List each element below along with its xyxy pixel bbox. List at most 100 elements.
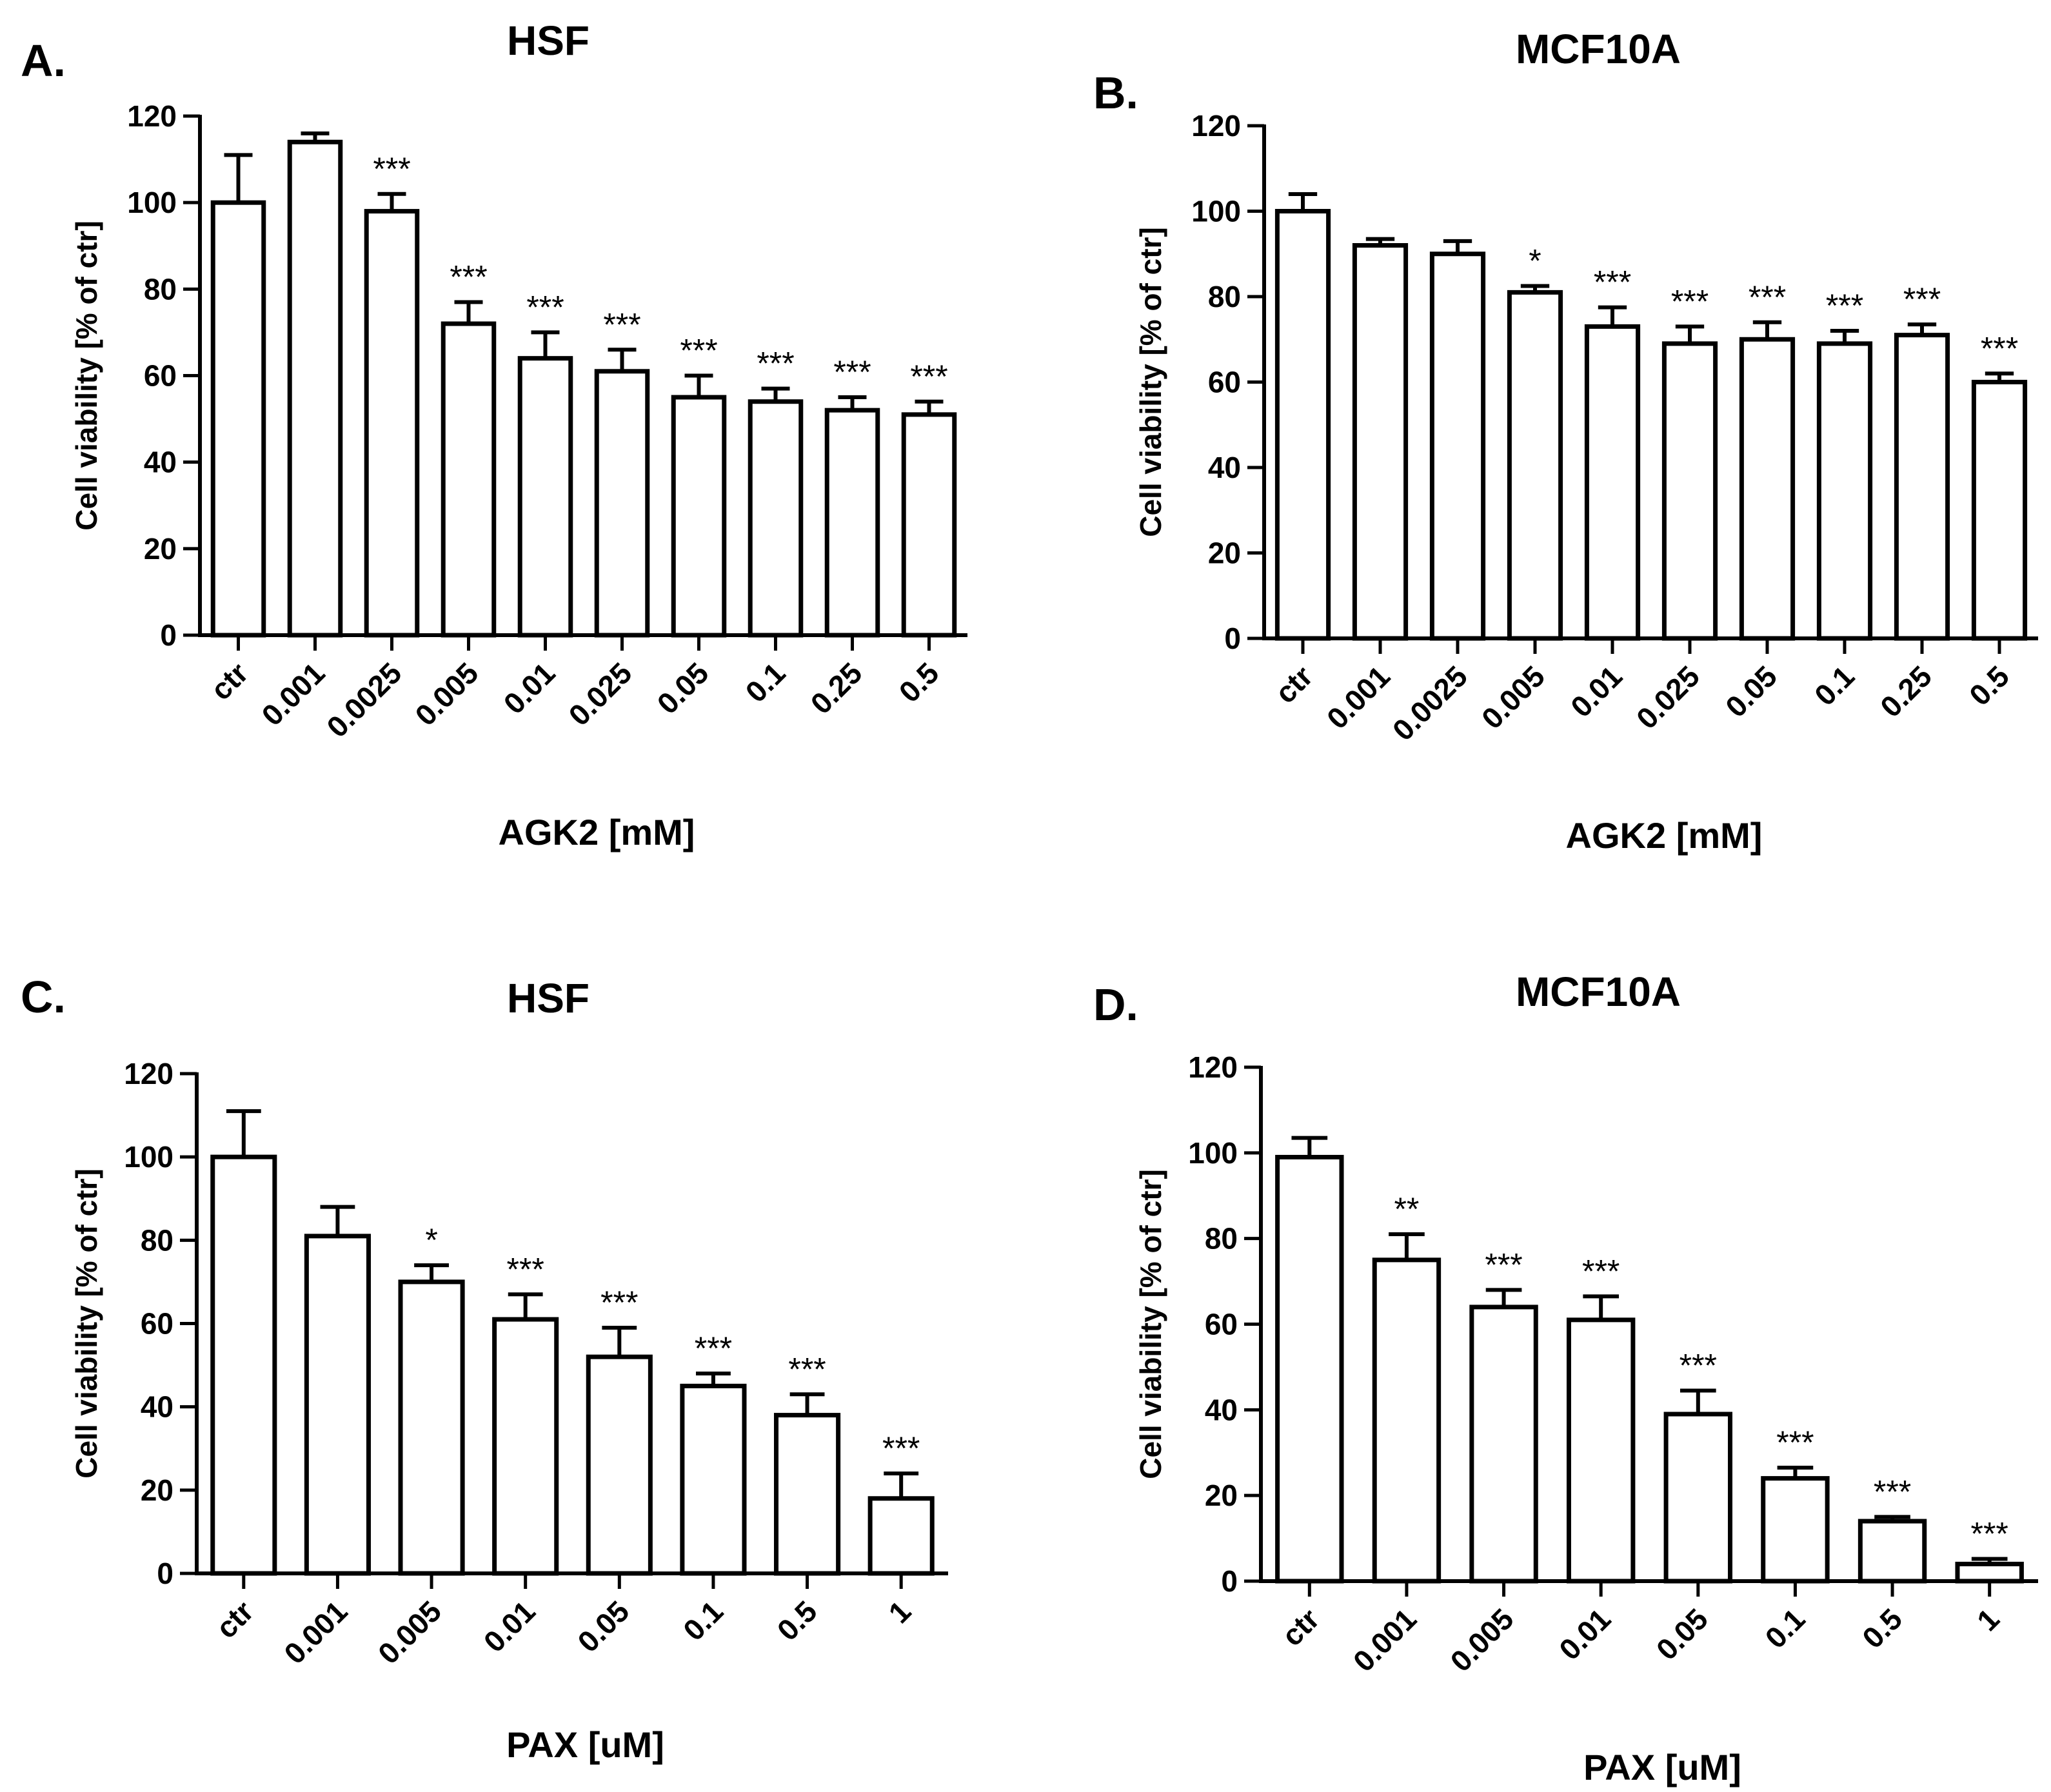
bar (287, 139, 343, 638)
bar (1429, 251, 1486, 641)
chart-title: MCF10A (1516, 26, 1681, 72)
bar (1372, 1257, 1442, 1584)
significance-label: *** (1826, 288, 1863, 324)
significance-label: ** (1394, 1191, 1419, 1227)
bar (1739, 337, 1796, 641)
y-tick-label: 100 (1188, 1136, 1238, 1170)
significance-label: *** (695, 1330, 732, 1366)
y-tick-label: 40 (141, 1390, 173, 1424)
y-tick-label: 40 (1205, 1393, 1238, 1426)
significance-label: *** (450, 259, 487, 295)
significance-label: *** (788, 1351, 826, 1387)
y-tick-label: 0 (157, 1557, 173, 1590)
bar (304, 1234, 371, 1576)
significance-label: *** (526, 289, 564, 325)
significance-label: * (1529, 242, 1541, 279)
bar (1894, 333, 1950, 641)
y-tick-label: 20 (144, 532, 177, 566)
x-axis-label: AGK2 [mM] (499, 812, 695, 852)
y-tick-label: 120 (1188, 1050, 1238, 1084)
y-tick-label: 120 (1191, 109, 1241, 143)
chart-panel-1: A. HSF 0 20 40 60 80 100 120 Cell viability [% of… (21, 17, 967, 852)
bar (1352, 243, 1409, 641)
bar (1858, 1519, 1927, 1584)
y-tick-label: 60 (1205, 1308, 1238, 1341)
y-tick-label: 80 (1208, 280, 1241, 313)
bar (517, 356, 573, 638)
bar (1274, 209, 1331, 641)
bar (398, 1279, 465, 1576)
y-tick-label: 80 (141, 1223, 173, 1257)
significance-label: * (425, 1222, 437, 1258)
bar (1661, 341, 1718, 641)
chart-title: HSF (507, 17, 590, 64)
chart-title: MCF10A (1516, 969, 1681, 1015)
significance-label: *** (373, 151, 410, 187)
y-tick-label: 60 (1208, 366, 1241, 399)
y-tick-label: 40 (1208, 451, 1241, 484)
significance-label: *** (1594, 264, 1631, 300)
significance-label: *** (1582, 1253, 1620, 1289)
bar (680, 1383, 747, 1576)
y-tick-label: 80 (1205, 1222, 1238, 1255)
bar (441, 321, 497, 638)
significance-label: *** (1981, 330, 2018, 366)
bar (1469, 1305, 1538, 1584)
bar (210, 200, 266, 638)
y-tick-label: 100 (124, 1140, 173, 1174)
significance-label: *** (1485, 1246, 1522, 1283)
bar (1275, 1154, 1344, 1584)
y-tick-label: 20 (1208, 537, 1241, 570)
significance-label: *** (882, 1430, 920, 1466)
significance-label: *** (1749, 279, 1786, 315)
panel-letter: A. (21, 35, 66, 86)
chart-title: HSF (507, 975, 590, 1021)
y-tick-label: 60 (144, 359, 177, 393)
y-tick-label: 80 (144, 272, 177, 306)
bar (1566, 1317, 1636, 1584)
bar (1584, 324, 1641, 641)
significance-label: *** (1874, 1473, 1911, 1510)
y-tick-label: 100 (1191, 195, 1241, 228)
bar (1507, 290, 1563, 641)
significance-label: *** (1679, 1347, 1717, 1383)
bar (1761, 1476, 1830, 1584)
significance-label: *** (1776, 1424, 1814, 1461)
bar (364, 209, 420, 638)
significance-label: *** (1903, 281, 1941, 317)
significance-label: *** (910, 359, 947, 395)
y-axis-label: Cell viability [% of ctr] (70, 1168, 103, 1479)
bar (586, 1354, 653, 1576)
significance-label: *** (757, 346, 794, 382)
y-axis-label: Cell viability [% of ctr] (70, 221, 103, 531)
y-axis-label: Cell viability [% of ctr] (1134, 227, 1167, 537)
chart-panel-3: C. HSF 0 20 40 60 80 100 120 Cell viability [% of… (21, 972, 948, 1765)
x-axis-label: PAX [uM] (1583, 1747, 1741, 1787)
bar (1663, 1412, 1733, 1584)
y-tick-label: 0 (1221, 1564, 1238, 1598)
bar (774, 1413, 841, 1576)
bar (492, 1317, 559, 1576)
bar (210, 1154, 277, 1576)
y-tick-label: 20 (1205, 1479, 1238, 1512)
y-tick-label: 20 (141, 1473, 173, 1507)
bar (748, 399, 804, 638)
y-tick-label: 0 (160, 618, 177, 652)
y-tick-label: 60 (141, 1307, 173, 1341)
bar (901, 412, 957, 638)
significance-label: *** (833, 354, 871, 390)
y-axis-label: Cell viability [% of ctr] (1134, 1169, 1167, 1479)
bar (1816, 341, 1873, 641)
bar (824, 408, 880, 638)
significance-label: *** (1971, 1515, 2008, 1551)
panel-letter: C. (21, 972, 66, 1022)
significance-label: *** (1671, 283, 1709, 319)
y-tick-label: 0 (1224, 622, 1241, 655)
bar (1971, 380, 2028, 641)
y-tick-label: 40 (144, 446, 177, 479)
y-tick-label: 120 (124, 1057, 173, 1090)
panel-letter: D. (1093, 980, 1138, 1030)
y-tick-label: 100 (127, 186, 177, 219)
panel-letter: B. (1093, 68, 1138, 118)
